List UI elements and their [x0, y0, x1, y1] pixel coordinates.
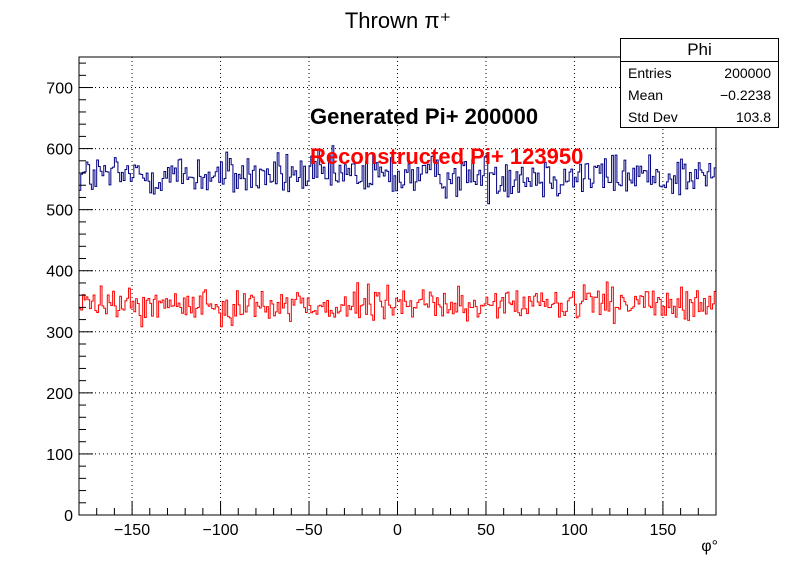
x-tick-label: 50: [477, 522, 495, 539]
histogram-series: [79, 145, 716, 328]
x-tick-label: −50: [295, 522, 322, 539]
x-tick-label: 0: [393, 522, 402, 539]
chart-title: Thrown π⁺: [345, 8, 451, 33]
stats-row-stddev: Std Dev 103.8: [621, 106, 778, 128]
y-tick-label: 200: [46, 386, 73, 403]
x-tick-label: 100: [561, 522, 588, 539]
x-tick-label: −150: [114, 522, 150, 539]
stats-label: Entries: [628, 65, 672, 81]
series-generated-line: [79, 145, 716, 205]
annotation-generated: Generated Pi+ 200000: [310, 104, 538, 129]
axes: −150 −100 −50 0 50 100 150 0 100 200 300 400 500 600 7…: [46, 56, 717, 539]
stats-row-mean: Mean −0.2238: [621, 84, 778, 106]
y-tick-label: 300: [46, 325, 73, 342]
y-tick-label: 100: [46, 447, 73, 464]
x-axis-label: φ°: [701, 538, 718, 555]
stats-value: 103.8: [735, 109, 771, 125]
y-tick-label: 600: [46, 142, 73, 159]
stats-box: Phi Entries 200000 Mean −0.2238 Std Dev …: [620, 38, 779, 128]
y-tick-label: 400: [46, 264, 73, 281]
stats-box-title: Phi: [621, 39, 778, 62]
x-tick-label: −100: [203, 522, 239, 539]
stats-row-entries: Entries 200000: [621, 62, 778, 84]
x-tick-label: 150: [650, 522, 677, 539]
stats-value: −0.2238: [720, 87, 771, 103]
grid-lines: [79, 57, 716, 515]
y-tick-label: 0: [64, 508, 73, 525]
y-tick-label: 500: [46, 203, 73, 220]
series-reconstructed-line: [79, 281, 716, 328]
annotation-reconstructed: Reconstructed Pi+ 123950: [310, 144, 583, 169]
stats-label: Mean: [628, 87, 664, 103]
y-tick-label: 700: [46, 81, 73, 98]
stats-label: Std Dev: [628, 109, 678, 125]
stats-value: 200000: [724, 65, 771, 81]
